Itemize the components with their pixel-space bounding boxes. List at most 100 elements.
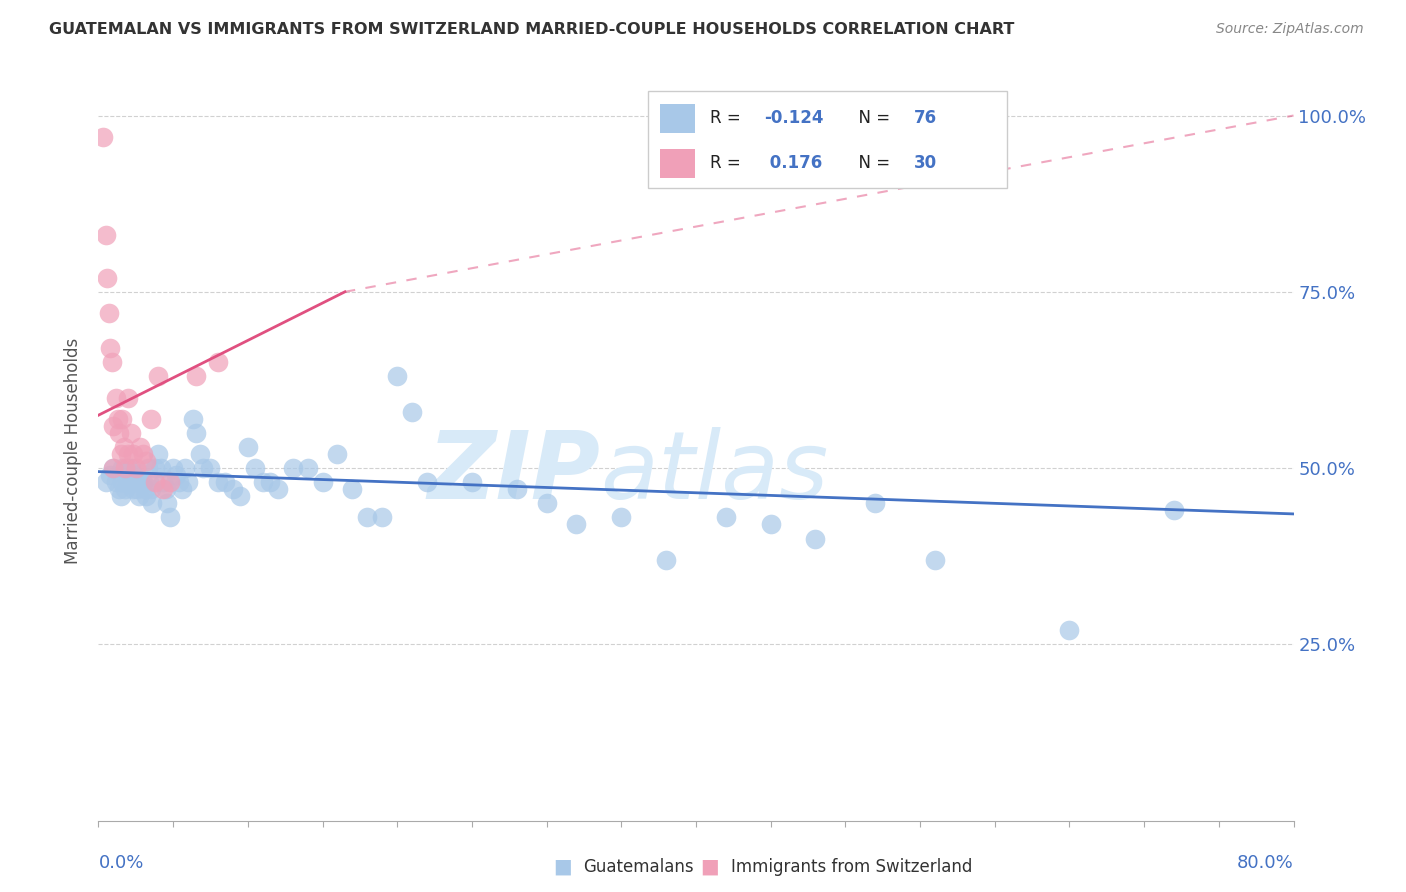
Point [714,510,737,524]
Point [141,496,163,510]
Point [121,447,143,461]
Point [1059,624,1081,638]
Point [152,482,174,496]
Point [610,510,633,524]
Text: R =: R = [710,153,747,171]
Point [267,482,290,496]
Y-axis label: Married-couple Households: Married-couple Households [65,337,83,564]
Point [128,489,150,503]
Point [111,411,134,425]
Point [297,461,319,475]
Point [252,475,274,490]
FancyBboxPatch shape [648,91,1007,187]
Text: ZIP: ZIP [427,426,600,518]
Text: 30: 30 [914,153,936,171]
Point [181,411,204,425]
Text: R =: R = [710,110,747,128]
Point [184,425,207,440]
Point [259,475,281,490]
Point [120,425,142,440]
Point [96,270,118,285]
Point [103,418,125,433]
Point [107,411,129,425]
Point [159,510,181,524]
Point [129,440,152,454]
Point [136,461,159,475]
Point [132,447,155,461]
Point [110,489,132,503]
Text: 0.176: 0.176 [763,153,823,171]
Point [111,461,134,475]
Point [94,228,117,243]
Point [200,461,222,475]
Point [138,475,160,490]
Point [924,553,946,567]
Point [135,454,157,468]
Point [174,461,197,475]
Text: Guatemalans: Guatemalans [583,858,695,876]
Point [111,475,134,490]
Point [120,475,142,490]
Point [207,355,229,369]
Point [94,475,117,490]
Text: 76: 76 [914,110,936,128]
Point [125,461,148,475]
Text: N =: N = [848,153,896,171]
Point [416,475,439,490]
Text: N =: N = [848,110,896,128]
Point [165,468,187,483]
Point [117,461,139,475]
Point [191,461,214,475]
Point [105,391,128,405]
Point [121,482,143,496]
Point [155,482,177,496]
Point [159,475,181,490]
Point [356,510,378,524]
Point [103,461,125,475]
Point [143,461,166,475]
Point [385,369,409,384]
Point [139,411,162,425]
Point [108,482,131,496]
Text: ▪: ▪ [700,853,720,881]
Point [103,461,125,475]
Point [1163,503,1185,517]
Point [759,517,782,532]
Point [326,447,349,461]
FancyBboxPatch shape [661,104,695,133]
Point [172,482,194,496]
Point [129,475,152,490]
Point [214,475,236,490]
Point [125,475,148,490]
Point [188,447,211,461]
Point [120,461,142,475]
Point [536,496,558,510]
Point [127,482,149,496]
Point [139,482,162,496]
Point [98,341,122,355]
Text: 80.0%: 80.0% [1237,854,1294,872]
Text: GUATEMALAN VS IMMIGRANTS FROM SWITZERLAND MARRIED-COUPLE HOUSEHOLDS CORRELATION : GUATEMALAN VS IMMIGRANTS FROM SWITZERLAN… [49,22,1015,37]
Point [655,553,678,567]
Text: ▪: ▪ [553,853,572,881]
Point [152,475,174,490]
Point [150,461,173,475]
Point [108,425,131,440]
Point [112,440,135,454]
Point [97,306,120,320]
Point [236,440,259,454]
Point [114,461,136,475]
Point [162,461,184,475]
Point [105,475,128,490]
Point [565,517,588,532]
Point [98,468,122,483]
Text: -0.124: -0.124 [763,110,824,128]
Point [401,405,423,419]
Point [148,447,170,461]
Point [281,461,304,475]
Point [177,475,200,490]
Point [134,482,156,496]
Text: Source: ZipAtlas.com: Source: ZipAtlas.com [1216,22,1364,37]
Point [124,468,146,483]
Point [110,447,132,461]
